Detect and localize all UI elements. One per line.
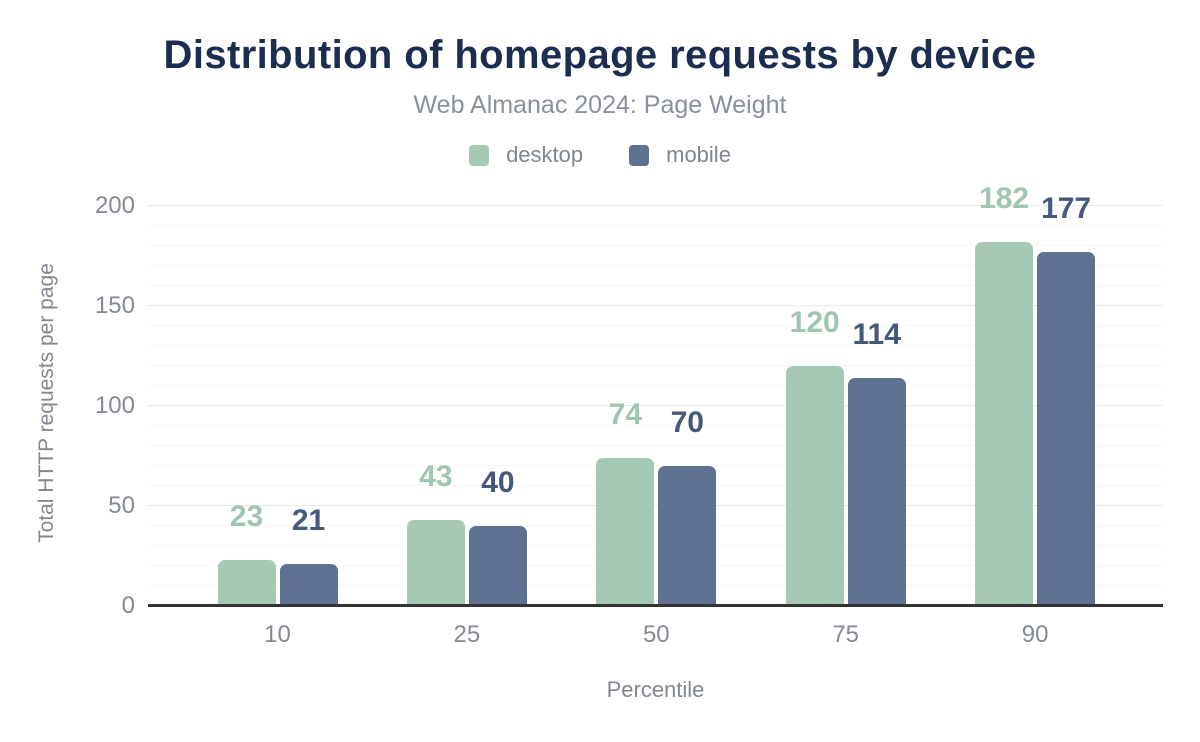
bar-desktop-p75 <box>785 366 844 606</box>
bar-mobile-p10 <box>279 564 338 606</box>
gridline-major <box>148 205 1163 206</box>
bar-mobile-p75 <box>847 378 906 606</box>
gridline-minor <box>148 385 1163 386</box>
gridline-minor <box>148 265 1163 266</box>
bar-value-label-desktop-p25: 43 <box>419 460 453 493</box>
bar-mobile-p50 <box>658 466 717 606</box>
bar-value-label-mobile-p10: 21 <box>291 504 326 537</box>
gridline-minor <box>148 485 1163 486</box>
y-tick-label-0: 0 <box>121 592 135 619</box>
gridline-minor <box>148 565 1163 566</box>
gridline-minor <box>148 345 1163 346</box>
bar-value-label-desktop-p90: 182 <box>979 182 1030 215</box>
gridline-minor <box>148 225 1163 226</box>
bar-desktop-p10 <box>217 560 276 606</box>
chart-subtitle: Web Almanac 2024: Page Weight <box>413 91 787 119</box>
gridline-minor <box>148 425 1163 426</box>
bar-value-label-desktop-p75: 120 <box>789 306 840 339</box>
bar-value-label-mobile-p25: 40 <box>481 466 515 499</box>
legend-item-desktop: desktop <box>469 142 583 168</box>
bar-value-label-mobile-p90: 177 <box>1041 192 1092 225</box>
gridline-minor <box>148 525 1163 526</box>
bar-value-label-mobile-p50: 70 <box>670 406 704 439</box>
y-tick-label-150: 150 <box>94 292 135 319</box>
gridline-minor <box>148 545 1163 546</box>
legend-swatch-mobile <box>629 144 650 166</box>
legend-swatch-desktop <box>469 144 490 166</box>
gridline-major <box>148 305 1163 306</box>
gridline-minor <box>148 445 1163 446</box>
bar-mobile-p25 <box>468 526 527 606</box>
x-axis-line <box>148 604 1163 607</box>
bar-value-label-desktop-p50: 74 <box>608 398 642 431</box>
bar-desktop-p50 <box>596 458 655 606</box>
x-tick-label-90: 90 <box>1021 621 1049 648</box>
x-tick-label-25: 25 <box>453 621 481 648</box>
chart-title: Distribution of homepage requests by dev… <box>163 33 1037 77</box>
gridline-minor <box>148 585 1163 586</box>
legend: desktop mobile <box>0 142 1200 168</box>
x-tick-label-75: 75 <box>832 621 860 648</box>
y-tick-label-100: 100 <box>94 392 135 419</box>
x-tick-label-50: 50 <box>642 621 670 648</box>
gridline-minor <box>148 285 1163 286</box>
legend-label-mobile: mobile <box>666 142 731 167</box>
bar-value-label-mobile-p75: 114 <box>852 318 901 351</box>
plot-area: 0 50 100 150 200 23 21 10 43 40 25 74 70 50 120 114 75 18… <box>95 184 1163 648</box>
bar-desktop-p90 <box>975 242 1034 606</box>
x-axis-title: Percentile <box>606 677 705 702</box>
legend-label-desktop: desktop <box>506 142 584 167</box>
bar-mobile-p90 <box>1037 252 1096 606</box>
gridline-major <box>148 505 1163 506</box>
gridline-major <box>148 405 1163 406</box>
gridline-minor <box>148 325 1163 326</box>
y-tick-label-50: 50 <box>108 492 135 519</box>
gridline-minor <box>148 245 1163 246</box>
legend-item-mobile: mobile <box>629 142 731 168</box>
y-axis-title: Total HTTP requests per page <box>35 263 58 543</box>
y-tick-label-200: 200 <box>94 192 135 219</box>
x-tick-label-10: 10 <box>264 621 291 648</box>
gridline-minor <box>148 365 1163 366</box>
bar-desktop-p25 <box>406 520 465 606</box>
gridline-minor <box>148 465 1163 466</box>
bar-value-label-desktop-p10: 23 <box>229 500 264 533</box>
